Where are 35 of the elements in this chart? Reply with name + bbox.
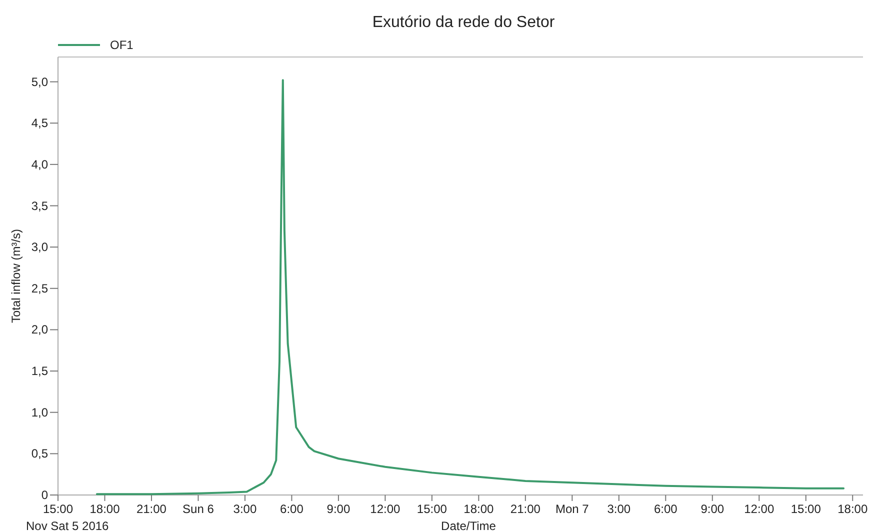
y-tick-label: 3,5 bbox=[31, 198, 48, 213]
x-tick-label: 6:00 bbox=[280, 502, 304, 516]
y-tick-label: 3,0 bbox=[31, 240, 48, 254]
x-tick-label: Sun 6 bbox=[182, 502, 214, 516]
y-axis-title: Total inflow (m³/s) bbox=[9, 228, 23, 324]
y-tick-label: 5,0 bbox=[31, 74, 48, 89]
legend-label: OF1 bbox=[110, 38, 134, 52]
x-tick-label: 12:00 bbox=[744, 502, 774, 516]
x-tick-label: 9:00 bbox=[326, 502, 350, 516]
text: Nov Sat 5 2016 bbox=[26, 519, 110, 531]
x-tick-label: 15:00 bbox=[42, 502, 74, 516]
y-tick-label: 4,0 bbox=[31, 157, 48, 172]
x-tick-label: 12:00 bbox=[370, 502, 401, 516]
y-tick-label: 1,5 bbox=[31, 364, 48, 378]
x-tick-label: 18:00 bbox=[838, 502, 868, 516]
y-tick-label: 4,5 bbox=[31, 116, 48, 130]
x-tick-label: 18:00 bbox=[90, 502, 120, 516]
x-tick-label: 21:00 bbox=[136, 502, 167, 516]
y-tick-label: 2,0 bbox=[31, 322, 48, 337]
x-tick-label: 6:00 bbox=[654, 502, 678, 516]
y-tick-label: 1,0 bbox=[31, 405, 48, 420]
y-tick-label: 2,5 bbox=[31, 281, 48, 296]
x-tick-label: 15:00 bbox=[790, 502, 822, 516]
x-tick-label: Mon 7 bbox=[555, 502, 590, 516]
x-tick-label: 3:00 bbox=[233, 502, 257, 516]
chart-title: Exutório da rede do Setor bbox=[372, 14, 556, 31]
x-tick-label: 21:00 bbox=[510, 502, 541, 516]
x-axis-title: Date/Time bbox=[441, 519, 496, 531]
x-tick-label: 3:00 bbox=[607, 502, 631, 516]
x-tick-label: 9:00 bbox=[700, 502, 724, 516]
line-series bbox=[96, 79, 845, 496]
y-tick-label: 0 bbox=[41, 488, 48, 502]
y-tick-label: 0,5 bbox=[31, 446, 48, 461]
x-tick-label: 18:00 bbox=[464, 502, 494, 516]
x-tick-label: 15:00 bbox=[416, 502, 448, 516]
